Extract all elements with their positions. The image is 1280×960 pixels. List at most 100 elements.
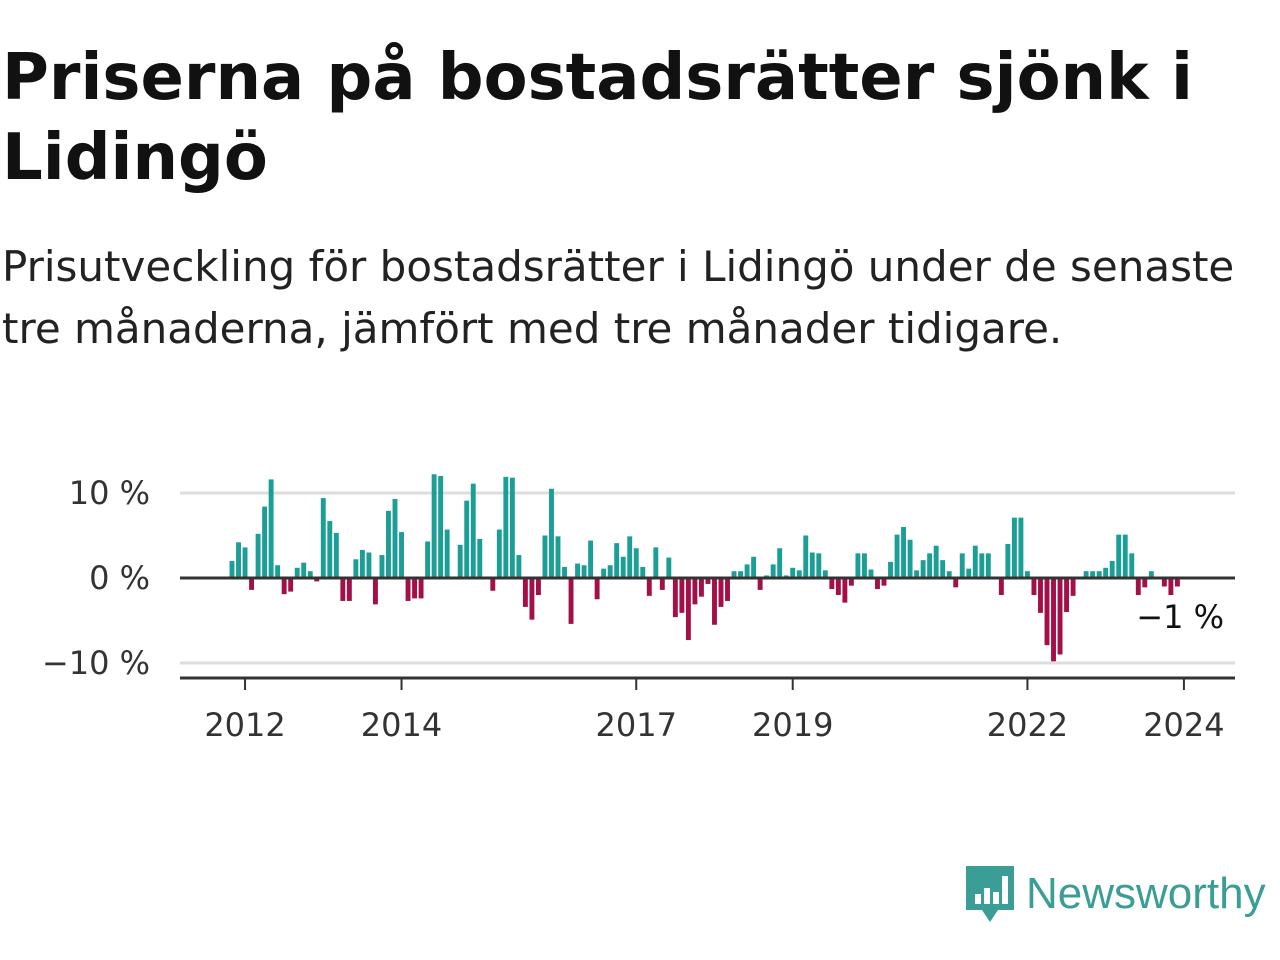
bar: [1161, 578, 1167, 587]
bar: [522, 578, 528, 607]
x-tick-label: 2017: [596, 706, 677, 744]
bar: [418, 578, 424, 599]
y-tick-label: −10 %: [42, 644, 150, 682]
bar: [1038, 578, 1043, 613]
bar: [966, 568, 972, 578]
bar: [972, 545, 978, 578]
bar: [698, 578, 704, 597]
bar: [333, 532, 339, 578]
bar: [1090, 571, 1096, 578]
bar: [509, 477, 515, 578]
bar: [457, 544, 463, 578]
bar: [575, 563, 581, 578]
bar: [320, 498, 326, 578]
bar: [907, 539, 913, 578]
x-tick-label: 2012: [204, 706, 285, 744]
bar: [861, 553, 867, 578]
bar: [744, 564, 750, 578]
bar: [503, 476, 509, 578]
bar: [842, 578, 848, 603]
bar: [1044, 578, 1050, 646]
bar: [848, 578, 854, 586]
bar: [379, 555, 385, 578]
bar: [881, 578, 887, 586]
x-tick-label: 2022: [987, 706, 1068, 744]
bar: [796, 570, 802, 578]
bar: [855, 553, 861, 578]
bar: [777, 548, 783, 578]
bar: [933, 545, 939, 578]
bar: [803, 535, 809, 578]
bar: [229, 561, 235, 578]
bar: [262, 506, 268, 578]
bar: [835, 578, 841, 595]
bar: [392, 498, 398, 578]
bar: [659, 578, 665, 590]
last-value-label: −1 %: [1136, 598, 1224, 636]
bar: [444, 529, 450, 578]
bar: [549, 488, 554, 578]
bar: [1064, 578, 1070, 612]
bar: [757, 578, 763, 590]
bar: [529, 578, 535, 620]
bar: [705, 578, 711, 584]
bar: [353, 559, 359, 578]
bar: [386, 510, 391, 578]
bar: [953, 578, 959, 588]
bar: [1031, 578, 1037, 595]
bar: [718, 578, 724, 607]
y-tick-label: 10 %: [69, 474, 150, 512]
bars: [229, 474, 1180, 662]
bar: [646, 578, 652, 596]
bar: [399, 532, 404, 578]
bar: [464, 500, 470, 578]
bar: [281, 578, 287, 595]
bar: [1096, 571, 1102, 578]
bar: [1122, 534, 1128, 578]
bar: [620, 556, 626, 578]
bar: [1005, 544, 1011, 578]
bar: [653, 547, 659, 578]
x-tick-label: 2024: [1143, 706, 1224, 744]
bar: [1011, 517, 1017, 578]
bar: [979, 553, 985, 578]
bar: [685, 578, 691, 641]
bar: [542, 535, 548, 578]
bar: [738, 571, 744, 578]
bar: [829, 578, 835, 590]
bar: [1174, 578, 1180, 587]
brand-name: Newsworthy: [1026, 869, 1266, 918]
bar: [477, 538, 483, 578]
bar: [359, 549, 365, 578]
bar: [490, 578, 496, 591]
bar-chart: 10 % 0 % −10 % 2012 2014 2017 2019 2022 2024 −1 %: [42, 474, 1235, 744]
bar: [914, 570, 920, 578]
bar: [614, 543, 620, 578]
bar: [431, 474, 437, 578]
bar: [581, 565, 587, 578]
y-tick-label: 0 %: [89, 559, 150, 597]
bar: [607, 565, 613, 578]
newsworthy-logo: Newsworthy: [964, 864, 1266, 924]
bar: [1018, 517, 1024, 578]
bar: [255, 533, 261, 578]
bar: [366, 552, 372, 578]
bar: [1109, 561, 1115, 578]
gridlines: [180, 491, 1235, 665]
bar: [940, 560, 946, 578]
bar: [340, 578, 346, 601]
bar: [1103, 567, 1109, 578]
bar: [959, 553, 965, 578]
bar: [920, 560, 926, 578]
bar: [1057, 578, 1063, 655]
bar: [314, 578, 320, 582]
bar: [242, 547, 248, 578]
bar: [588, 540, 594, 578]
bar: [633, 548, 639, 578]
bar: [294, 567, 300, 578]
bar: [692, 578, 698, 605]
bar: [1135, 578, 1141, 595]
chart-title: Priserna på bostadsrätter sjönk i Liding…: [2, 41, 1193, 195]
bar: [809, 552, 815, 578]
bar: [1070, 578, 1076, 596]
